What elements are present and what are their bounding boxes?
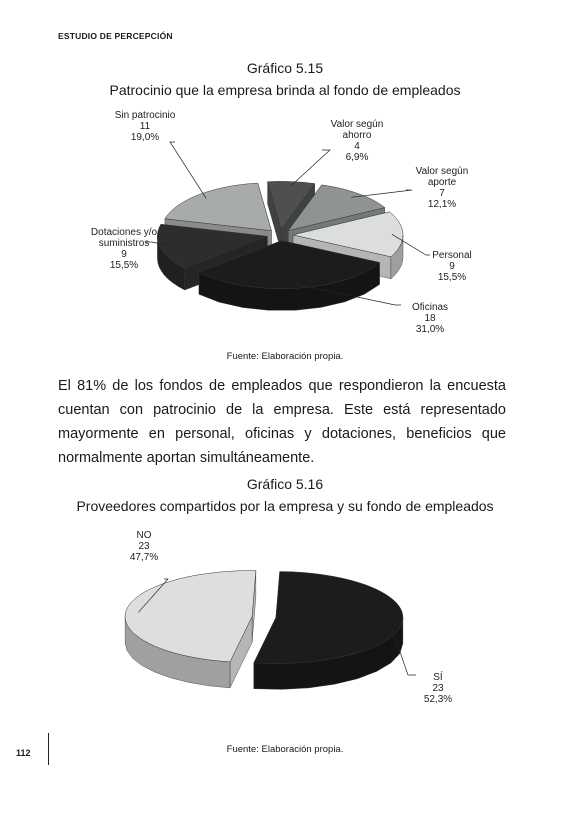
svg-text:23: 23 (432, 683, 444, 694)
svg-text:15,5%: 15,5% (110, 260, 138, 271)
svg-text:Oficinas: Oficinas (412, 302, 448, 313)
svg-text:9: 9 (449, 261, 455, 272)
svg-text:Personal: Personal (432, 250, 471, 261)
svg-text:ahorro: ahorro (343, 130, 372, 141)
svg-text:NO: NO (137, 530, 152, 541)
figure1-source: Fuente: Elaboración propia. (226, 351, 344, 362)
svg-text:18: 18 (424, 313, 436, 324)
figure2-source: Fuente: Elaboración propia. (226, 744, 344, 755)
margin-rule (48, 733, 49, 765)
svg-text:23: 23 (138, 541, 150, 552)
svg-text:aporte: aporte (428, 177, 457, 188)
svg-text:4: 4 (354, 141, 360, 152)
svg-text:47,7%: 47,7% (130, 552, 158, 563)
page-number: 112 (16, 748, 31, 758)
pie-slice-personal (292, 211, 404, 258)
svg-text:SÍ: SÍ (433, 670, 443, 683)
pie-slice-sin-patrocinio (164, 182, 272, 232)
figure1-number: Gráfico 5.15 (246, 60, 324, 76)
figure2-number: Gráfico 5.16 (246, 476, 324, 492)
svg-text:15,5%: 15,5% (438, 272, 466, 283)
svg-text:12,1%: 12,1% (428, 199, 456, 210)
svg-text:7: 7 (439, 188, 445, 199)
figure1-title: Patrocinio que la empresa brinda al fond… (109, 82, 461, 98)
running-header: ESTUDIO DE PERCEPCIÓN (58, 31, 173, 41)
svg-text:9: 9 (121, 249, 127, 260)
svg-text:Valor según: Valor según (331, 119, 384, 130)
svg-text:Sin patrocinio: Sin patrocinio (115, 110, 176, 121)
pie-slice-si (253, 570, 404, 664)
pie-slice-oficinas (198, 240, 381, 289)
svg-text:19,0%: 19,0% (131, 132, 159, 143)
svg-text:11: 11 (140, 121, 151, 132)
figure2-title: Proveedores compartidos por la empresa y… (76, 498, 494, 514)
pie-slice-no (124, 570, 257, 663)
pie-slice-valor-segun-ahorro (267, 181, 316, 230)
pie-slice-dotaciones-y-o-suministros (157, 224, 268, 269)
svg-text:6,9%: 6,9% (346, 152, 369, 163)
svg-text:31,0%: 31,0% (416, 324, 444, 335)
svg-text:Dotaciones y/o: Dotaciones y/o (91, 227, 158, 238)
svg-text:suministros: suministros (99, 238, 150, 249)
svg-text:Valor según: Valor según (416, 166, 469, 177)
svg-text:52,3%: 52,3% (424, 694, 452, 705)
body-paragraph: El 81% de los fondos de empleados que re… (58, 378, 506, 466)
